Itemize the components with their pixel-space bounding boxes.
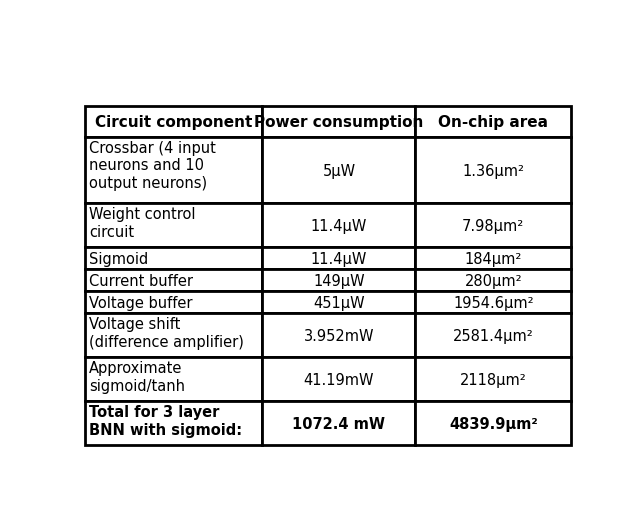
Bar bbox=[262, 138, 415, 204]
Text: 1954.6μm²: 1954.6μm² bbox=[453, 295, 534, 310]
Bar bbox=[85, 138, 262, 204]
Text: 41.19mW: 41.19mW bbox=[304, 372, 374, 387]
Text: 11.4μW: 11.4μW bbox=[311, 251, 367, 266]
Text: Voltage shift
(difference amplifier): Voltage shift (difference amplifier) bbox=[89, 317, 244, 349]
Text: Total for 3 layer
BNN with sigmoid:: Total for 3 layer BNN with sigmoid: bbox=[89, 405, 242, 437]
Bar bbox=[85, 247, 262, 270]
Bar bbox=[262, 314, 415, 358]
Bar bbox=[415, 138, 571, 204]
Bar bbox=[262, 247, 415, 270]
Text: Sigmoid: Sigmoid bbox=[89, 251, 148, 266]
Text: 451μW: 451μW bbox=[313, 295, 365, 310]
Bar bbox=[85, 291, 262, 314]
Bar bbox=[85, 358, 262, 401]
Text: 2118μm²: 2118μm² bbox=[460, 372, 527, 387]
Bar bbox=[262, 270, 415, 291]
Bar bbox=[85, 401, 262, 445]
Text: 7.98μm²: 7.98μm² bbox=[462, 218, 524, 233]
Bar bbox=[85, 204, 262, 247]
Bar bbox=[415, 314, 571, 358]
Text: Approximate
sigmoid/tanh: Approximate sigmoid/tanh bbox=[89, 361, 185, 393]
Text: 184μm²: 184μm² bbox=[465, 251, 522, 266]
Text: Weight control
circuit: Weight control circuit bbox=[89, 207, 195, 239]
Bar bbox=[85, 107, 262, 138]
Text: 1072.4 mW: 1072.4 mW bbox=[292, 416, 385, 431]
Bar bbox=[262, 107, 415, 138]
Text: Power consumption: Power consumption bbox=[254, 115, 424, 130]
Bar bbox=[85, 270, 262, 291]
Text: Current buffer: Current buffer bbox=[89, 273, 193, 288]
Text: Circuit component: Circuit component bbox=[95, 115, 252, 130]
Bar bbox=[85, 314, 262, 358]
Text: 2581.4μm²: 2581.4μm² bbox=[453, 328, 534, 343]
Bar bbox=[262, 204, 415, 247]
Bar bbox=[415, 247, 571, 270]
Text: 4839.9μm²: 4839.9μm² bbox=[449, 416, 538, 431]
Text: Voltage buffer: Voltage buffer bbox=[89, 295, 193, 310]
Bar bbox=[415, 270, 571, 291]
Text: 280μm²: 280μm² bbox=[465, 273, 522, 288]
Bar bbox=[262, 291, 415, 314]
Text: 11.4μW: 11.4μW bbox=[311, 218, 367, 233]
Text: Crossbar (4 input
neurons and 10
output neurons): Crossbar (4 input neurons and 10 output … bbox=[89, 141, 216, 190]
Text: 1.36μm²: 1.36μm² bbox=[462, 163, 524, 178]
Bar bbox=[415, 401, 571, 445]
Text: 5μW: 5μW bbox=[323, 163, 355, 178]
Bar bbox=[415, 291, 571, 314]
Bar bbox=[415, 204, 571, 247]
Text: On-chip area: On-chip area bbox=[438, 115, 548, 130]
Bar bbox=[415, 358, 571, 401]
Text: 149μW: 149μW bbox=[313, 273, 365, 288]
Bar bbox=[262, 401, 415, 445]
Bar bbox=[262, 358, 415, 401]
Bar bbox=[415, 107, 571, 138]
Text: 3.952mW: 3.952mW bbox=[304, 328, 374, 343]
